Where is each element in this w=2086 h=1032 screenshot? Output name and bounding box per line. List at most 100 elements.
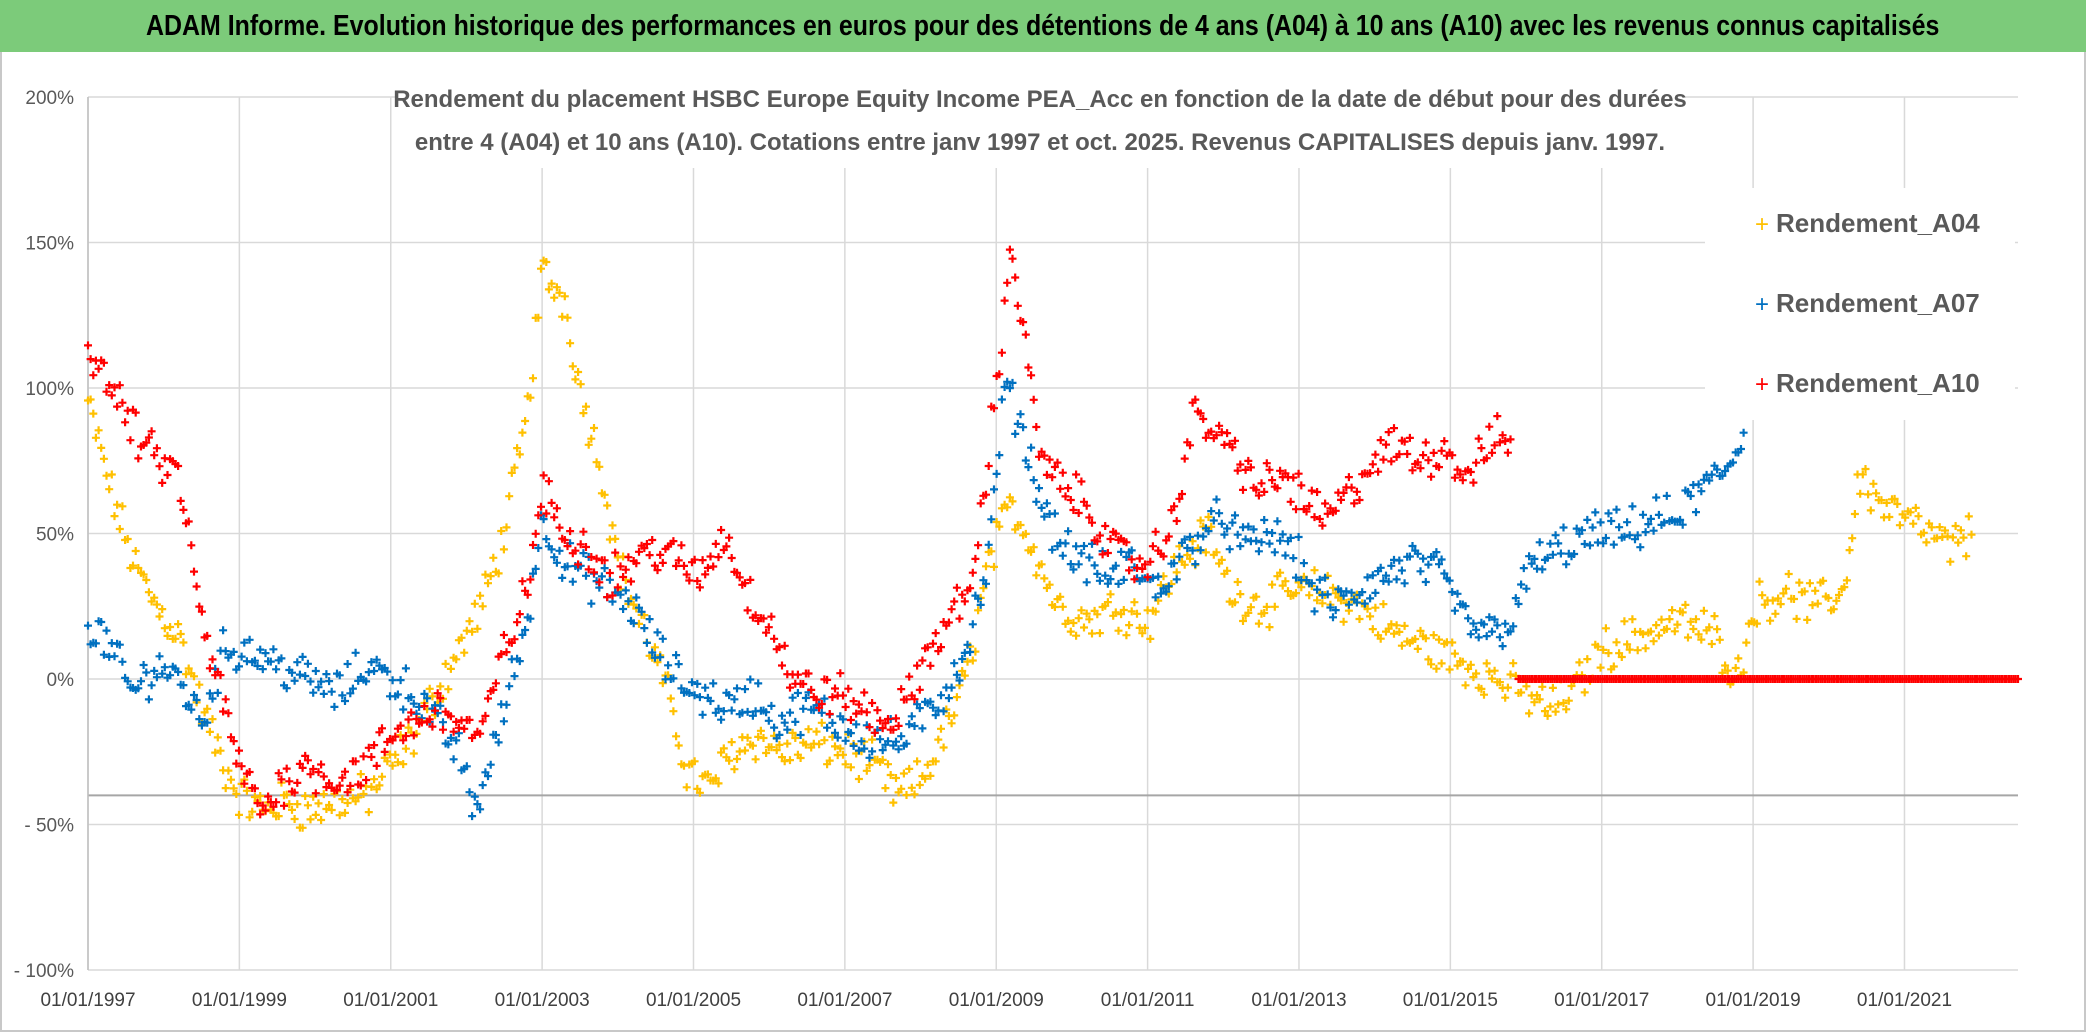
point-rendement_a10 [240, 779, 249, 788]
point-rendement_a10 [1058, 468, 1067, 477]
point-rendement_a07 [743, 707, 752, 716]
point-rendement_a10 [187, 541, 196, 550]
point-rendement_a07 [1554, 539, 1563, 548]
point-rendement_a10 [1127, 555, 1136, 564]
point-rendement_a07 [1342, 587, 1351, 596]
point-rendement_a10 [889, 725, 898, 734]
point-rendement_a07 [717, 715, 726, 724]
point-rendement_a04 [1906, 508, 1915, 517]
point-rendement_a04 [428, 692, 437, 701]
data-points [84, 245, 2022, 832]
y-tick-label: 0% [47, 670, 75, 691]
point-rendement_a07 [1413, 549, 1422, 558]
point-rendement_a07 [1654, 510, 1663, 519]
point-rendement_a04 [1445, 665, 1454, 674]
point-rendement_a07 [97, 618, 106, 626]
x-tick-label: 01/01/2015 [1403, 990, 1498, 1011]
point-rendement_a10 [433, 689, 442, 698]
point-rendement_a04 [1593, 642, 1602, 651]
point-rendement_a04 [1384, 624, 1393, 633]
point-rendement_a04 [1657, 615, 1666, 624]
point-rendement_a04 [91, 433, 100, 442]
point-rendement_a07 [250, 656, 259, 665]
point-rendement_a10 [1387, 457, 1396, 466]
point-rendement_a10 [1262, 459, 1271, 468]
point-rendement_a07 [1636, 543, 1645, 552]
point-rendement_a07 [542, 535, 551, 544]
point-rendement_a04 [171, 634, 180, 643]
point-rendement_a07 [174, 668, 183, 676]
point-rendement_a10 [1042, 470, 1051, 479]
point-rendement_a04 [892, 774, 900, 782]
point-rendement_a07 [1162, 587, 1171, 596]
point-rendement_a07 [1421, 578, 1430, 586]
point-rendement_a07 [1326, 603, 1335, 612]
point-rendement_a07 [770, 723, 779, 732]
point-rendement_a04 [1435, 635, 1443, 644]
point-rendement_a04 [1652, 621, 1661, 630]
point-rendement_a04 [725, 756, 734, 765]
point-rendement_a04 [902, 791, 911, 799]
point-rendement_a07 [1583, 515, 1592, 524]
point-rendement_a10 [155, 462, 164, 471]
point-rendement_a10 [590, 568, 598, 577]
point-rendement_a10 [1095, 531, 1104, 540]
point-rendement_a07 [1072, 542, 1081, 551]
point-rendement_a07 [372, 655, 381, 664]
point-rendement_a10 [733, 568, 741, 577]
point-rendement_a07 [1424, 560, 1433, 569]
point-rendement_a04 [232, 790, 241, 798]
point-rendement_a10 [709, 562, 718, 571]
point-rendement_a07 [1292, 573, 1300, 582]
point-rendement_a10 [1008, 254, 1017, 263]
point-rendement_a04 [1292, 589, 1300, 598]
point-rendement_a10 [1252, 485, 1261, 494]
point-rendement_a07 [1074, 560, 1083, 569]
point-rendement_a07 [330, 702, 339, 711]
point-rendement_a04 [1525, 709, 1534, 718]
point-rendement_a07 [1559, 523, 1568, 532]
point-rendement_a07 [907, 712, 916, 721]
point-rendement_a10 [303, 756, 312, 765]
point-rendement_a07 [1395, 556, 1404, 565]
point-rendement_a10 [910, 695, 919, 704]
point-rendement_a10 [1172, 517, 1181, 525]
point-rendement_a04 [129, 561, 137, 570]
point-rendement_a10 [923, 643, 932, 652]
point-rendement_a07 [266, 657, 275, 666]
point-rendement_a04 [115, 525, 124, 533]
point-rendement_a04 [473, 624, 482, 633]
point-rendement_a07 [1005, 384, 1014, 393]
point-rendement_a04 [1673, 620, 1682, 629]
point-rendement_a04 [1533, 691, 1541, 700]
point-rendement_a10 [1101, 522, 1110, 530]
point-rendement_a04 [1064, 616, 1073, 625]
point-rendement_a04 [719, 744, 728, 753]
point-rendement_a07 [828, 718, 837, 727]
point-rendement_a10 [195, 602, 204, 611]
point-rendement_a10 [235, 746, 243, 755]
point-rendement_a07 [99, 650, 108, 659]
point-rendement_a04 [1244, 608, 1253, 617]
point-rendement_a10 [107, 391, 116, 400]
point-rendement_a07 [1273, 517, 1282, 526]
point-rendement_a04 [1355, 615, 1364, 623]
point-rendement_a04 [1824, 594, 1833, 602]
point-rendement_a10 [870, 728, 879, 737]
point-rendement_a04 [767, 743, 776, 752]
point-rendement_a10 [770, 634, 779, 643]
point-rendement_a04 [979, 584, 988, 593]
point-rendement_a04 [923, 760, 932, 769]
point-rendement_a10 [1111, 529, 1120, 538]
point-rendement_a07 [997, 395, 1006, 404]
point-rendement_a07 [656, 653, 665, 662]
point-rendement_a04 [1400, 621, 1409, 630]
point-rendement_a07 [84, 621, 92, 630]
point-rendement_a04 [1127, 607, 1136, 616]
point-rendement_a10 [335, 781, 344, 790]
point-rendement_a10 [892, 714, 900, 723]
point-rendement_a04 [868, 735, 877, 744]
point-rendement_a04 [1697, 635, 1706, 644]
point-rendement_a10 [1506, 435, 1515, 444]
point-rendement_a04 [1495, 678, 1504, 687]
